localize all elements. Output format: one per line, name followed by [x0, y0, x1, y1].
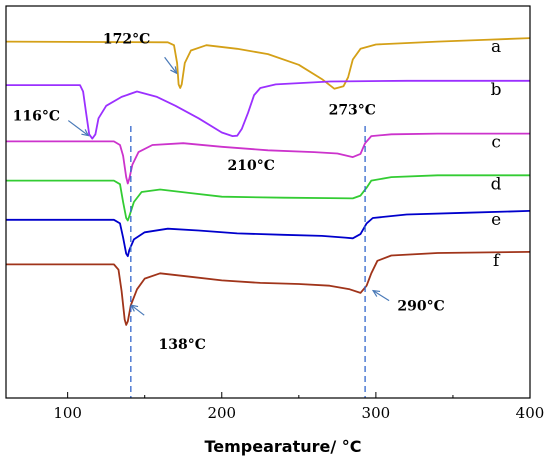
annotation-arrowhead: [170, 66, 178, 75]
reference-lines-layer: [130, 126, 366, 398]
annotation-arrow: [164, 56, 178, 74]
x-tick-label: 200: [207, 404, 236, 422]
annotation-arrowhead: [81, 129, 90, 137]
curves-layer: [5, 37, 531, 326]
annotation-label: 290°C: [397, 299, 444, 315]
x-tick-label: 100: [53, 404, 82, 422]
series-line-d: [6, 174, 530, 222]
annotation-label: 116°C: [13, 109, 60, 125]
series-line-c: [6, 132, 530, 185]
annotation-label: 210°C: [227, 158, 274, 174]
series-line-b: [6, 79, 530, 140]
annotation-arrowhead: [130, 304, 139, 312]
curve-label-f: f: [493, 251, 501, 271]
x-axis-label: Tempearature/ °C: [204, 437, 361, 456]
annotation-arrow: [130, 304, 145, 316]
x-tick-label: 300: [362, 404, 391, 422]
series-line-f: [6, 251, 531, 326]
curve-label-c: c: [491, 133, 501, 153]
annotation-label: 138°C: [159, 337, 206, 353]
annotation-arrowhead: [371, 289, 381, 297]
x-tick-label: 400: [516, 404, 545, 422]
x-axis-ticks: 100 200 300 400: [53, 392, 544, 422]
curve-label-e: e: [491, 210, 501, 230]
curve-label-b: b: [491, 80, 502, 100]
annotation-arrow: [372, 290, 390, 302]
annotations-layer: 172°C 273°C 116°C 210°C 138°C 290°C: [13, 31, 445, 353]
plot-frame: [5, 5, 531, 399]
annotation-arrow: [67, 120, 89, 137]
series-line-a: [5, 37, 531, 90]
annotation-label: 273°C: [329, 103, 376, 119]
curve-label-a: a: [491, 37, 501, 57]
curve-labels-layer: a b c de f: [491, 37, 502, 271]
series-line-e: [6, 210, 531, 258]
curve-label-d: d: [491, 174, 502, 194]
annotation-label: 172°C: [103, 31, 150, 47]
